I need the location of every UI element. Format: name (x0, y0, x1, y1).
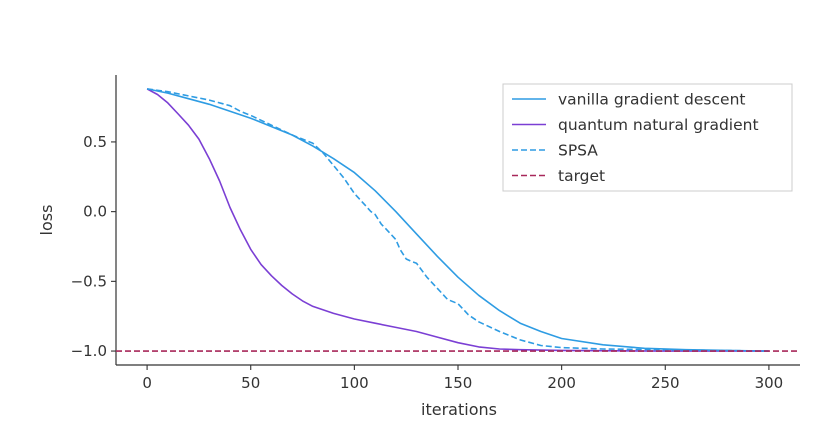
x-tick-label: 150 (444, 374, 473, 392)
x-tick-label: 300 (755, 374, 784, 392)
legend-label: vanilla gradient descent (558, 91, 745, 109)
y-tick-label: 0.0 (83, 203, 107, 221)
legend-label: quantum natural gradient (558, 116, 759, 134)
x-tick-label: 250 (651, 374, 680, 392)
x-axis-label: iterations (421, 400, 497, 419)
plot-area (116, 88, 800, 352)
legend-label: target (558, 167, 605, 185)
x-tick-label: 100 (340, 374, 369, 392)
legend-box (502, 83, 793, 192)
x-tick-label: 0 (142, 374, 152, 392)
y-tick-label: −0.5 (71, 272, 107, 290)
series-line-quantum-natural-gradient (146, 88, 769, 352)
y-tick-label: 0.5 (83, 133, 107, 151)
y-axis-label: loss (37, 205, 56, 236)
series-line-spsa (146, 88, 769, 352)
x-tick-label: 200 (547, 374, 576, 392)
legend-label: SPSA (558, 142, 598, 160)
x-tick-label: 50 (241, 374, 260, 392)
y-tick-label: −1.0 (71, 342, 107, 360)
series-line-vanilla-gradient-descent (146, 88, 769, 352)
